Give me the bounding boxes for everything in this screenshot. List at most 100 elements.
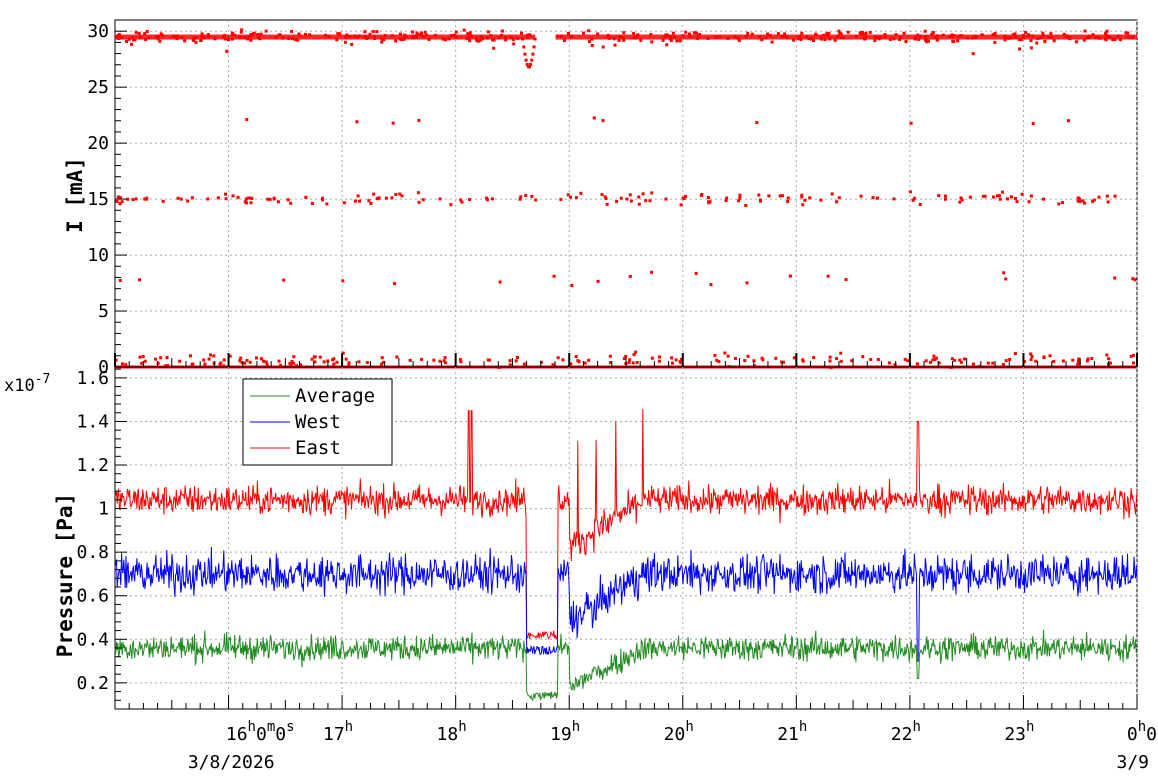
x-tick-label-part: h — [799, 719, 807, 735]
current-point — [1018, 47, 1022, 51]
current-point — [958, 200, 962, 204]
current-point — [937, 194, 941, 198]
current-point — [259, 32, 263, 36]
current-point — [1034, 359, 1038, 363]
current-point — [786, 196, 790, 200]
current-point — [1052, 359, 1056, 363]
current-point — [1042, 355, 1046, 359]
current-point — [1113, 276, 1117, 280]
current-point — [628, 358, 632, 362]
current-point — [1015, 200, 1019, 204]
current-point — [498, 280, 502, 284]
current-point — [199, 39, 203, 43]
current-dip-point — [523, 52, 527, 56]
current-point — [380, 40, 384, 44]
current-point — [382, 38, 386, 42]
current-point — [350, 42, 354, 46]
current-point — [1078, 200, 1082, 204]
current-point — [353, 199, 357, 203]
current-point — [246, 196, 250, 200]
current-point — [637, 202, 641, 206]
current-point — [161, 199, 165, 203]
current-point — [1001, 362, 1005, 366]
current-point — [839, 351, 843, 355]
y-tick-label: 10 — [87, 245, 109, 266]
current-point — [277, 359, 281, 363]
current-point — [1043, 40, 1047, 44]
current-point — [165, 356, 169, 360]
y-tick-label: 5 — [98, 301, 109, 322]
current-point — [289, 29, 293, 33]
current-point — [299, 363, 303, 367]
current-point — [355, 120, 359, 124]
current-point — [803, 198, 807, 202]
current-point — [1002, 271, 1006, 275]
current-point — [539, 360, 543, 364]
current-point — [603, 195, 607, 199]
current-point — [1076, 199, 1080, 203]
x-tick-label-part: h — [458, 719, 466, 735]
current-point — [357, 360, 361, 364]
current-point — [1004, 277, 1008, 281]
current-point — [943, 194, 947, 198]
current-point — [766, 32, 770, 36]
legend-label-east: East — [295, 437, 341, 459]
current-point — [929, 360, 933, 364]
current-point — [1020, 192, 1024, 196]
current-point — [635, 360, 639, 364]
current-point — [1131, 277, 1135, 281]
current-point — [912, 196, 916, 200]
current-point — [514, 359, 518, 363]
current-point — [292, 361, 296, 365]
current-point — [561, 358, 565, 362]
current-point — [819, 198, 823, 202]
current-point — [485, 198, 489, 202]
y-multiplier-base: x10 — [4, 376, 35, 396]
current-point — [264, 360, 268, 364]
current-point — [671, 31, 675, 35]
current-point — [120, 362, 124, 366]
current-point — [1105, 353, 1109, 357]
current-point — [559, 197, 563, 201]
current-point — [850, 359, 854, 363]
current-point — [1009, 195, 1013, 199]
current-point — [1077, 357, 1081, 361]
current-point — [1013, 32, 1017, 36]
current-point — [906, 359, 910, 363]
x-tick-label-part: 17 — [323, 724, 345, 745]
current-point — [188, 354, 192, 358]
current-point — [268, 197, 272, 201]
current-point — [372, 192, 376, 196]
current-point — [1013, 352, 1017, 356]
current-point — [959, 196, 963, 200]
current-point — [657, 359, 661, 363]
current-point — [395, 355, 399, 359]
current-point — [239, 30, 243, 34]
current-point — [622, 38, 626, 42]
pressure-line-east — [114, 408, 1138, 640]
current-point — [770, 40, 774, 44]
current-point — [444, 38, 448, 42]
x-tick-label-part: 0 — [256, 724, 267, 745]
current-point — [313, 360, 317, 364]
current-point — [321, 196, 325, 200]
current-point — [958, 358, 962, 362]
current-point — [408, 358, 412, 362]
x-tick-label-part: h — [685, 719, 693, 735]
current-point — [650, 356, 654, 360]
current-dip-point — [525, 62, 529, 66]
current-point — [224, 197, 228, 201]
current-point — [156, 361, 160, 365]
current-point — [442, 359, 446, 363]
current-point — [551, 363, 555, 367]
current-point — [694, 31, 698, 35]
current-point — [622, 356, 626, 360]
current-point — [617, 38, 621, 42]
current-point — [416, 191, 420, 195]
y-multiplier-exponent: -7 — [35, 372, 51, 387]
current-point — [138, 355, 142, 359]
current-point — [1024, 30, 1028, 34]
x-tick-label: 22h — [891, 719, 921, 745]
current-point — [336, 32, 340, 36]
current-point — [1077, 197, 1081, 201]
